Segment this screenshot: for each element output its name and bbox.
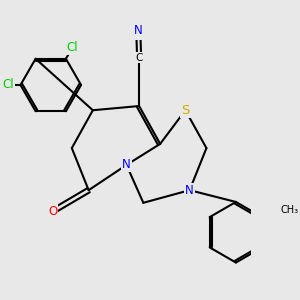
Text: CH₃: CH₃	[280, 205, 298, 215]
Text: Cl: Cl	[2, 79, 14, 92]
Text: O: O	[48, 205, 58, 218]
Text: N: N	[185, 184, 194, 197]
Text: Cl: Cl	[67, 41, 78, 54]
Text: S: S	[181, 104, 190, 117]
Text: N: N	[134, 24, 143, 37]
Text: N: N	[122, 158, 131, 171]
Text: C: C	[135, 52, 143, 63]
